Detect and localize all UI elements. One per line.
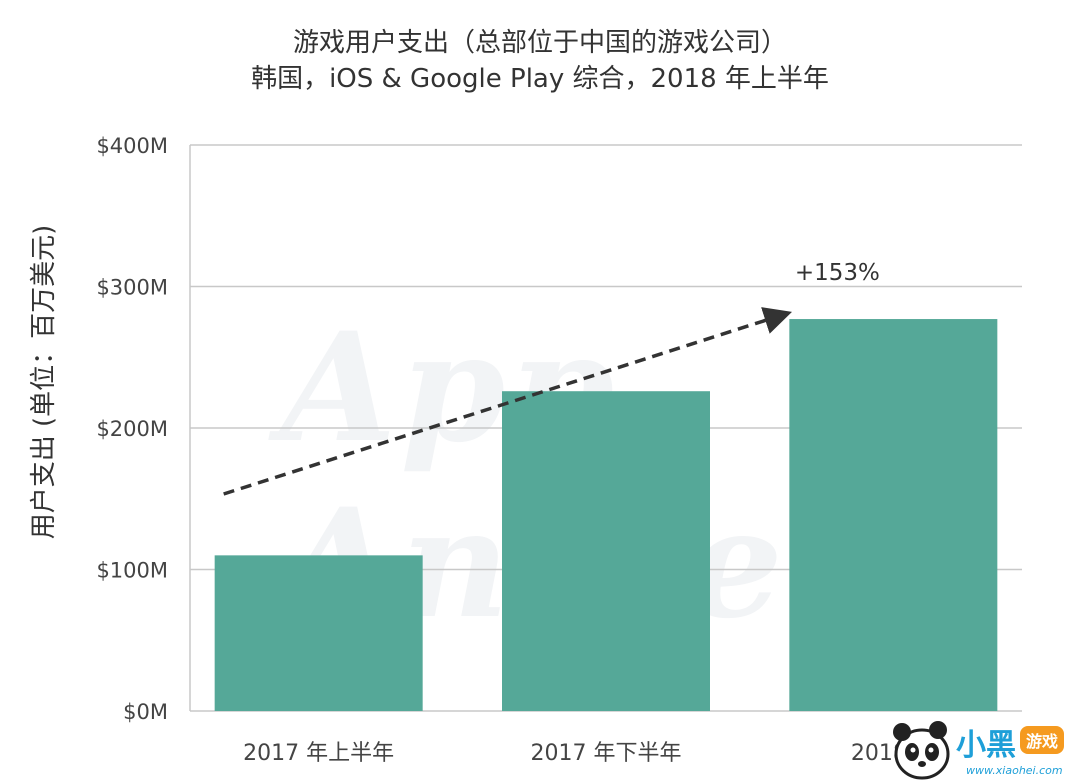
xiaohei-logo: 小黑 游戏 www.xiaohei.com [886, 716, 1080, 784]
annotation: +153% [223, 260, 880, 496]
y-tick-label: $200M [96, 417, 168, 441]
panda-icon [893, 721, 950, 780]
chart-title: 游戏用户支出（总部位于中国的游戏公司） [292, 28, 787, 58]
x-tick-label: 2017 年下半年 [531, 741, 682, 766]
y-tick-label: $400M [96, 134, 168, 158]
y-axis-label: 用户支出 (单位：百万美元) [29, 225, 59, 540]
bar [214, 555, 423, 711]
logo-badge: 游戏 [1020, 726, 1065, 754]
growth-arrow [223, 307, 792, 496]
bar [502, 391, 710, 711]
logo-url: www.xiaohei.com [966, 764, 1063, 777]
bars [214, 319, 998, 711]
x-tick-label: 2017 年上半年 [243, 741, 394, 766]
bar [789, 319, 998, 711]
y-tick-labels: $0M $100M $200M $300M $400M [96, 134, 168, 724]
y-tick-label: $100M [96, 559, 168, 583]
logo-text: 小黑 [956, 728, 1016, 763]
x-tick-labels: 2017 年上半年 2017 年下半年 2018 年 [243, 741, 936, 766]
growth-label: +153% [795, 260, 880, 286]
y-tick-label: $0M [123, 700, 168, 724]
y-tick-label: $300M [96, 276, 168, 300]
chart-subtitle: 韩国，iOS & Google Play 综合，2018 年上半年 [251, 64, 829, 94]
